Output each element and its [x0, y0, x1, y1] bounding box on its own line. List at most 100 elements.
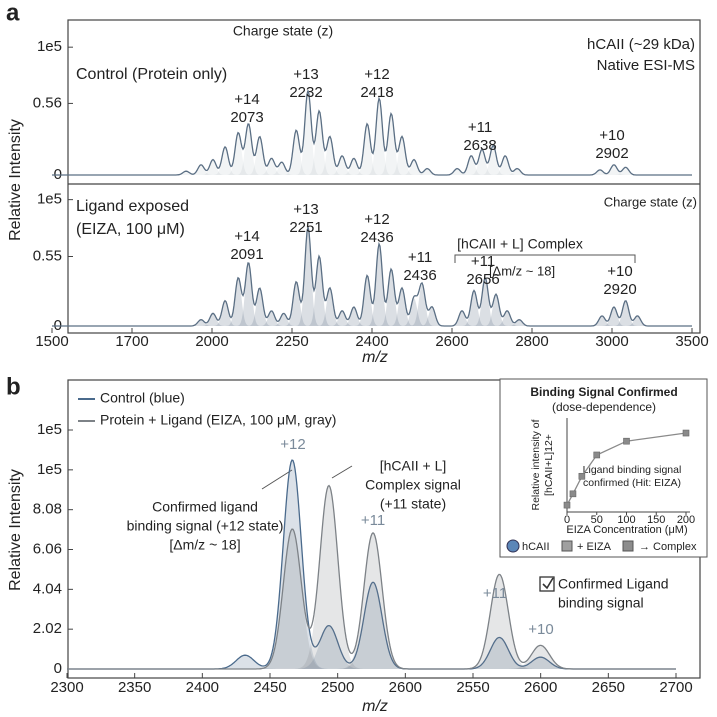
peak	[458, 155, 484, 175]
peak	[212, 146, 238, 175]
peak	[173, 171, 199, 175]
annotation: binding signal (+12 state)	[127, 518, 284, 534]
peak	[341, 158, 367, 175]
chart-title: Charge state (z)	[604, 194, 697, 209]
x-tick-label: 2600	[435, 333, 468, 350]
y-axis-label: Relative intensity of	[530, 419, 542, 510]
peak-mz: 2091	[230, 246, 263, 263]
peak-mz: 2902	[595, 145, 628, 162]
peak	[283, 130, 309, 175]
peak-mz: 2436	[403, 267, 436, 284]
annotation: confirmed (Hit: EIZA)	[583, 477, 681, 489]
x-tick-label: 2300	[50, 679, 83, 696]
spectrum-label: Control (Protein only)	[76, 66, 227, 83]
spectrum-envelope	[52, 227, 692, 327]
y-axis-label: [hCAII+L]12+	[543, 434, 555, 496]
peak	[292, 625, 365, 669]
annotation: Confirmed ligand	[152, 499, 258, 515]
peak	[601, 164, 627, 175]
peak	[449, 310, 475, 326]
peak	[472, 278, 498, 326]
peak	[337, 582, 409, 669]
peak	[269, 162, 294, 175]
peak-charge: +11	[468, 119, 492, 136]
peak-charge: +14	[234, 91, 259, 108]
peak-charge: +11	[471, 253, 495, 270]
peak	[200, 159, 226, 175]
peak-mz: 2920	[603, 281, 636, 298]
annotation: [hCAII + L]	[380, 458, 447, 474]
peak	[200, 313, 226, 326]
peak	[504, 645, 577, 669]
legend-label: Protein + Ligand (EIZA, 100 μM, gray)	[100, 412, 336, 428]
legend-label: hCAII	[522, 541, 550, 553]
legend-swatch	[506, 539, 520, 553]
peak-charge: +10	[528, 621, 553, 638]
peak	[295, 90, 321, 175]
peak-charge: +12	[364, 66, 389, 83]
peak	[235, 124, 261, 175]
y-tick-label: 1e5	[37, 461, 62, 478]
spectrum-envelope	[52, 90, 692, 176]
peak-mz: 2436	[360, 229, 393, 246]
peak	[461, 290, 487, 326]
data-point	[682, 429, 690, 437]
peak	[258, 158, 284, 175]
x-tick-label: 50	[591, 514, 603, 526]
x-tick-label: 2600	[524, 679, 557, 696]
y-tick-label: 0	[54, 660, 62, 677]
peak	[480, 145, 506, 175]
panel-letter: b	[6, 373, 21, 400]
peak	[409, 284, 435, 326]
x-tick-label: 2400	[186, 679, 219, 696]
peak	[366, 98, 392, 175]
x-tick-label: 1700	[115, 333, 148, 350]
peak	[209, 655, 282, 669]
peak-mz: 2656	[466, 271, 499, 288]
y-tick-label: 4.04	[33, 580, 62, 597]
peak	[414, 168, 440, 175]
y-tick-label: 6.06	[33, 540, 62, 557]
peak	[601, 307, 627, 326]
peak	[483, 294, 509, 326]
x-tick-label: 0	[564, 514, 570, 526]
data-point	[563, 501, 571, 509]
annotation: Ligand binding signal	[583, 464, 682, 476]
peak	[292, 485, 365, 669]
peak	[246, 288, 272, 326]
peak-mz: 2251	[289, 219, 322, 236]
peak	[419, 307, 445, 326]
y-tick-label: 0.55	[33, 247, 62, 264]
peak	[225, 132, 251, 175]
peak	[401, 298, 427, 326]
peak	[317, 136, 343, 175]
x-tick-label: 3000	[595, 333, 628, 350]
peak	[270, 313, 296, 326]
data-point	[569, 490, 577, 498]
peak	[329, 310, 355, 326]
x-tick-label: 1500	[35, 333, 68, 350]
peak	[492, 155, 518, 175]
x-tick-label: 2250	[275, 333, 308, 350]
peak-charge: +13	[293, 201, 318, 218]
x-tick-label: 2650	[592, 679, 625, 696]
x-tick-label: 2500	[321, 679, 354, 696]
peak	[258, 310, 284, 326]
data-point	[593, 451, 601, 459]
peak-charge: +11	[361, 512, 385, 529]
peak	[378, 113, 404, 175]
peak	[589, 315, 615, 326]
legend-label: Control (blue)	[100, 390, 185, 406]
peak-mz: 2232	[289, 84, 322, 101]
data-point	[578, 472, 586, 480]
legend-label: → Complex	[639, 541, 697, 553]
peak	[341, 307, 367, 326]
peak-charge: +10	[607, 263, 632, 280]
peak	[212, 300, 238, 326]
y-tick-label: 2.02	[33, 620, 62, 637]
complex-bracket	[454, 254, 636, 263]
x-tick-label: 2400	[355, 333, 388, 350]
peak-charge: +11	[483, 585, 507, 602]
peak-charge: +12	[280, 436, 305, 453]
x-tick-label: 100	[617, 514, 635, 526]
